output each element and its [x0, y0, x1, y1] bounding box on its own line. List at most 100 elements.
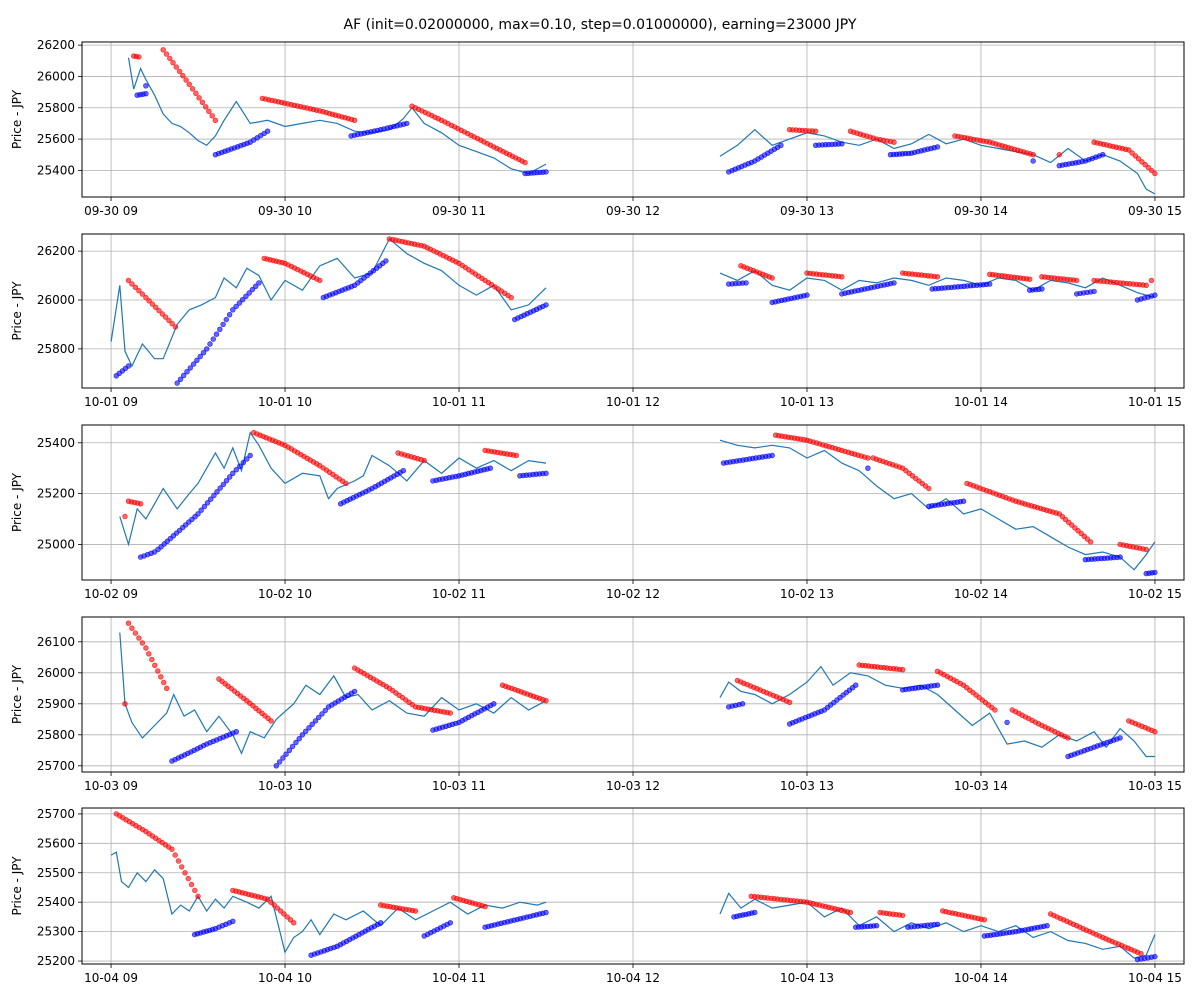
- sar-up-point: [852, 682, 859, 688]
- sar-up-point: [214, 489, 220, 495]
- x-tick-label: 10-03 09: [84, 779, 138, 793]
- subplot-10-02: 10-02 09 10-02 10 10-02 11 10-02 12 10-02 13…: [10, 424, 1185, 601]
- y-tick-label: 25600: [37, 132, 75, 146]
- sar-down-point: [169, 320, 175, 327]
- sar-up-point: [246, 290, 252, 296]
- sar-up-point: [873, 922, 880, 929]
- x-tick-label: 10-04 15: [1128, 971, 1182, 985]
- y-axis-label: Price - JPY: [10, 281, 24, 341]
- sar-up-point: [543, 169, 549, 175]
- y-tick-label: 25600: [37, 836, 75, 850]
- sar-up-point: [1152, 292, 1158, 298]
- sar-down-point: [125, 620, 132, 626]
- x-tick-label: 10-01 14: [954, 395, 1008, 409]
- figure-title: AF (init=0.02000000, max=0.10, step=0.01…: [343, 17, 857, 33]
- sar-down-point: [482, 903, 488, 910]
- sar-up-point: [447, 920, 453, 926]
- x-tick-label: 10-02 10: [258, 587, 312, 601]
- sar-down-point: [412, 908, 419, 914]
- sar-down-point: [180, 72, 186, 79]
- sar-up-point: [204, 500, 211, 506]
- sar-down-point: [522, 159, 528, 166]
- sar-up-point: [256, 280, 262, 286]
- sar-up-point: [804, 292, 810, 298]
- sar-down-point: [172, 852, 178, 858]
- sar-down-point: [158, 674, 164, 680]
- sar-down-point: [179, 864, 185, 870]
- sar-down-point: [1143, 282, 1149, 288]
- x-tick-label: 09-30 10: [258, 204, 312, 218]
- sar-down-point: [268, 899, 274, 905]
- sar-up-point: [230, 918, 236, 924]
- x-tick-label: 10-03 14: [954, 779, 1008, 793]
- sar-up-point: [1152, 569, 1158, 576]
- sar-down-point: [209, 113, 215, 119]
- x-tick-label: 10-01 15: [1128, 395, 1182, 409]
- sar-up-point: [1091, 288, 1097, 295]
- sar-down-point: [136, 635, 142, 641]
- sar-up-point: [239, 297, 246, 303]
- sar-down-point: [175, 858, 182, 864]
- sar-down-point: [143, 294, 149, 301]
- sar-up-point: [1044, 922, 1050, 929]
- sar-up-point: [253, 283, 259, 289]
- sar-down-point: [172, 324, 179, 330]
- sar-up-point: [247, 452, 253, 459]
- sar-down-point: [351, 117, 358, 124]
- sar-down-point: [143, 645, 149, 651]
- y-tick-label: 25400: [37, 163, 75, 177]
- sar-up-point: [322, 707, 328, 714]
- y-tick-label: 26200: [37, 38, 75, 52]
- sar-up-point: [143, 90, 149, 97]
- x-tick-label: 09-30 12: [606, 204, 660, 218]
- sar-down-point: [343, 480, 349, 487]
- sar-down-point: [132, 630, 139, 636]
- sar-up-point: [213, 331, 220, 337]
- sar-down-point: [268, 718, 274, 724]
- sar-up-point: [249, 286, 256, 293]
- price-line: [119, 632, 1155, 758]
- sar-up-point: [986, 281, 993, 287]
- sar-up-point: [865, 465, 871, 471]
- sar-down-point: [160, 47, 166, 53]
- sar-up-point: [934, 144, 941, 150]
- sar-down-point: [169, 846, 175, 852]
- sar-up-point: [233, 728, 240, 735]
- sar-up-point: [143, 83, 149, 89]
- sar-down-point: [981, 917, 988, 923]
- sar-down-point: [193, 90, 199, 97]
- y-tick-label: 25800: [37, 342, 75, 356]
- x-tick-label: 10-04 11: [432, 971, 486, 985]
- y-tick-label: 26000: [37, 293, 75, 307]
- sar-down-point: [167, 55, 173, 62]
- subplot-10-04: 10-04 09 10-04 10 10-04 11 10-04 12 10-04 13…: [10, 807, 1185, 985]
- x-tick-label: 10-03 11: [432, 779, 486, 793]
- sar-down-point: [847, 909, 854, 916]
- sar-up-point: [230, 470, 236, 476]
- sar-down-point: [164, 685, 170, 691]
- sar-down-point: [122, 513, 128, 520]
- sar-up-point: [1100, 152, 1106, 158]
- sar-down-point: [1139, 159, 1145, 165]
- sar-down-point: [156, 307, 162, 314]
- sar-down-point: [153, 304, 159, 310]
- sar-up-point: [204, 346, 210, 352]
- axes-frame: [81, 807, 1185, 965]
- sar-up-point: [244, 456, 250, 462]
- sar-down-point: [1152, 170, 1158, 177]
- sar-up-point: [400, 468, 406, 474]
- sar-up-point: [220, 321, 226, 328]
- sar-up-point: [543, 470, 549, 476]
- sar-down-point: [173, 64, 180, 70]
- sar-up-point: [223, 316, 230, 323]
- x-tick-label: 09-30 15: [1128, 204, 1182, 218]
- y-tick-label: 25700: [37, 759, 75, 773]
- sar-down-point: [274, 905, 281, 911]
- sar-down-point: [543, 697, 549, 704]
- sar-down-point: [899, 666, 906, 673]
- sar-down-point: [1143, 546, 1149, 553]
- sar-up-point: [487, 465, 493, 471]
- sar-down-point: [188, 881, 195, 888]
- sar-down-point: [195, 893, 201, 899]
- x-tick-label: 10-04 14: [954, 971, 1008, 985]
